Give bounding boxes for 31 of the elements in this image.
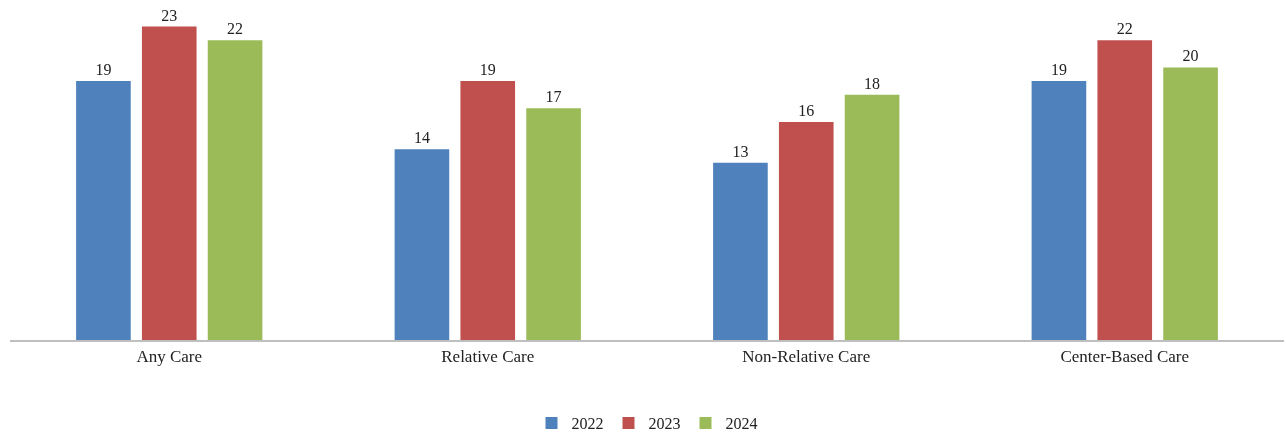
data-label: 19 [479,61,496,79]
bar [394,149,450,340]
data-label: 23 [161,6,178,24]
x-tick-label: Any Care [136,347,203,367]
data-label: 22 [227,20,244,38]
data-label: 16 [798,101,815,119]
bar [778,121,834,340]
bar [207,40,263,340]
data-label: 19 [95,61,112,79]
bar [1163,67,1218,340]
x-tick-label: Relative Care [441,347,535,367]
bar [76,81,131,340]
bar [526,108,581,340]
bar [713,162,768,340]
bar [844,94,900,340]
bar [1097,40,1153,340]
data-label: 20 [1182,47,1199,65]
legend-label: 2023 [648,415,681,433]
bar [1031,81,1087,340]
legend-label: 2022 [571,415,604,433]
data-label: 18 [864,74,881,92]
data-label: 14 [413,129,430,147]
data-label: 17 [545,88,562,106]
data-label: 22 [1116,20,1133,38]
bar [141,26,197,340]
data-label: 19 [1050,61,1067,79]
data-label: 13 [732,142,749,160]
bar [460,81,516,340]
x-tick-label: Non-Relative Care [742,347,871,367]
legend-label: 2024 [725,415,758,433]
x-tick-label: Center-Based Care [1060,347,1190,367]
